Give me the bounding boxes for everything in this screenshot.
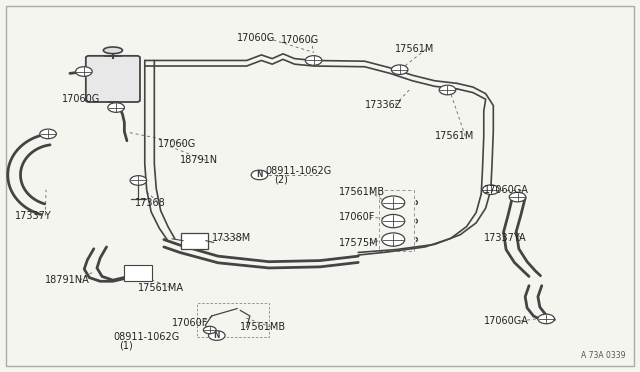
Text: 17060G: 17060G [62,94,100,104]
Text: 17368: 17368 [135,198,166,208]
Text: N: N [214,331,220,340]
Text: 17561MB: 17561MB [241,322,287,332]
Circle shape [392,65,408,74]
Circle shape [483,185,499,195]
Circle shape [209,331,225,340]
Ellipse shape [103,47,122,54]
FancyBboxPatch shape [86,56,140,102]
Text: 17060F: 17060F [172,318,209,328]
Text: 17060G: 17060G [237,33,275,43]
Text: 17060GA: 17060GA [484,185,529,195]
Text: 17561M: 17561M [435,131,474,141]
Circle shape [538,314,554,324]
Circle shape [204,326,216,334]
Text: 18791NA: 18791NA [45,275,90,285]
Text: (2): (2) [274,174,288,185]
Circle shape [130,176,147,185]
Circle shape [40,129,56,139]
Circle shape [76,67,92,76]
Text: 17561MA: 17561MA [138,283,184,292]
Text: (1): (1) [119,340,133,350]
Text: 17561MB: 17561MB [339,186,385,196]
Text: 17575M: 17575M [339,238,379,248]
Text: 17060G: 17060G [280,35,319,45]
Text: 17060F: 17060F [339,212,376,222]
Text: N: N [256,170,262,179]
Text: 17337YA: 17337YA [484,233,527,243]
Text: 17338M: 17338M [212,233,251,243]
Text: 17336Z: 17336Z [365,100,402,110]
FancyBboxPatch shape [181,233,208,249]
Circle shape [108,103,124,112]
Circle shape [305,56,322,65]
Circle shape [382,214,404,228]
Circle shape [382,233,404,246]
Text: 17337Y: 17337Y [15,211,52,221]
Circle shape [439,85,456,95]
Circle shape [382,196,404,209]
Text: 08911-1062G: 08911-1062G [266,166,332,176]
Circle shape [251,170,268,180]
Text: 17060GA: 17060GA [484,316,529,326]
FancyBboxPatch shape [124,265,152,280]
Text: 08911-1062G: 08911-1062G [113,332,179,342]
Text: 17561M: 17561M [395,44,435,54]
Text: A 73A 0339: A 73A 0339 [581,351,626,360]
Text: 17060G: 17060G [157,138,196,148]
Circle shape [509,192,526,202]
Text: 18791N: 18791N [180,155,218,165]
